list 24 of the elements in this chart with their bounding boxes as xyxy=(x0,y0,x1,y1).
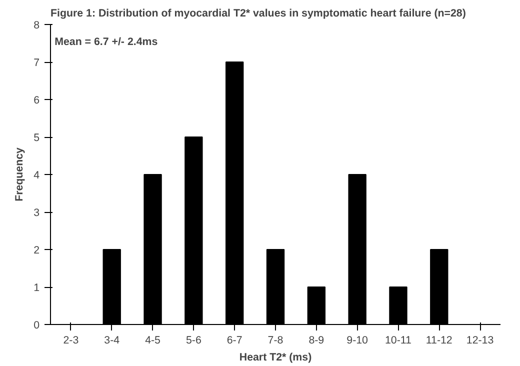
y-axis-title: Frequency xyxy=(14,147,26,202)
x-tick-label: 6-7 xyxy=(226,334,242,346)
y-tick-label: 1 xyxy=(34,282,40,294)
y-tick-label: 3 xyxy=(34,207,40,219)
x-tick-label: 11-12 xyxy=(426,334,452,346)
x-tick-label: 5-6 xyxy=(186,334,202,346)
y-tick-label: 4 xyxy=(34,170,40,182)
x-tick-label: 9-10 xyxy=(346,334,368,346)
x-tick-label: 4-5 xyxy=(145,334,161,346)
x-tick-label: 7-8 xyxy=(268,334,284,346)
x-tick-label: 2-3 xyxy=(63,334,79,346)
x-tick-label: 8-9 xyxy=(308,334,324,346)
y-tick-label: 0 xyxy=(34,320,40,332)
chart-title: Figure 1: Distribution of myocardial T2* values in symptomatic heart failure (n=28) xyxy=(50,8,466,20)
y-tick-label: 5 xyxy=(34,132,40,144)
y-tick-label: 2 xyxy=(34,244,40,256)
annotation: Mean = 6.7 +/- 2.4ms xyxy=(54,36,158,48)
x-tick-label: 12-13 xyxy=(466,334,494,346)
x-tick-label: 3-4 xyxy=(104,334,120,346)
x-axis-title: Heart T2* (ms) xyxy=(239,352,312,364)
y-tick-label: 6 xyxy=(34,94,40,106)
y-tick-label: 7 xyxy=(34,57,40,69)
x-tick-label: 10-11 xyxy=(384,334,412,346)
y-tick-label: 8 xyxy=(34,20,40,32)
